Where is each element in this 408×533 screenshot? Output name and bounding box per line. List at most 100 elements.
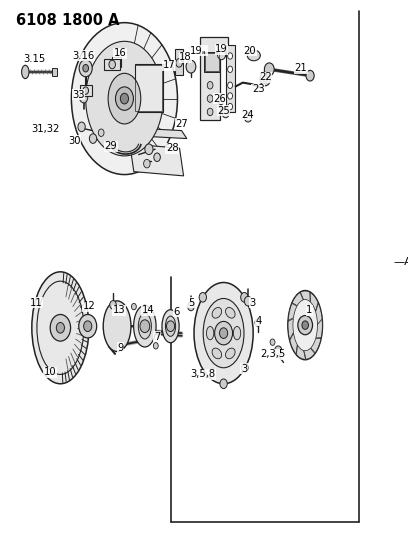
Circle shape [244,296,252,306]
Text: 6108 1800 A: 6108 1800 A [16,13,120,28]
Ellipse shape [226,308,235,318]
Ellipse shape [166,316,175,336]
Text: 26: 26 [213,94,226,103]
Bar [205,53,219,71]
Circle shape [263,76,268,82]
Text: 23: 23 [252,84,264,94]
Circle shape [255,319,261,326]
Polygon shape [304,348,315,359]
Circle shape [228,53,233,59]
Text: 19ₐ: 19ₐ [190,46,207,55]
Text: 12: 12 [82,302,95,311]
Text: 6: 6 [173,307,180,317]
Bar [204,52,220,72]
Bar [135,64,163,112]
Text: 1: 1 [306,305,313,315]
Ellipse shape [206,326,214,340]
Circle shape [78,122,85,132]
Polygon shape [316,319,322,338]
Circle shape [207,82,213,89]
Ellipse shape [22,65,29,79]
Circle shape [89,134,97,143]
Circle shape [115,87,133,110]
Circle shape [222,108,229,118]
Circle shape [298,316,313,335]
Circle shape [270,339,275,345]
Text: 3,5,8: 3,5,8 [191,369,216,379]
Text: 24: 24 [242,110,254,119]
Text: 9: 9 [117,343,124,352]
Circle shape [241,293,248,302]
Circle shape [228,103,233,110]
Text: 25: 25 [217,106,230,116]
Ellipse shape [32,272,89,384]
Text: 7: 7 [154,332,160,342]
Text: 11: 11 [29,298,42,308]
Polygon shape [130,144,184,176]
Circle shape [264,63,274,76]
Ellipse shape [138,313,151,339]
Text: 18: 18 [180,52,192,62]
Text: 2,3,5: 2,3,5 [260,350,285,359]
Circle shape [50,314,71,341]
Circle shape [228,93,233,99]
Circle shape [166,321,175,332]
Text: 17: 17 [163,60,176,70]
Polygon shape [288,319,293,340]
Text: 5: 5 [188,298,194,308]
Text: —A: —A [394,257,408,267]
Ellipse shape [86,42,163,156]
Ellipse shape [212,308,222,318]
Text: 27: 27 [175,119,188,128]
Ellipse shape [288,290,322,360]
Ellipse shape [226,348,235,359]
Text: 19: 19 [215,44,228,54]
Polygon shape [311,338,321,353]
Circle shape [144,159,150,168]
Ellipse shape [134,305,156,347]
Text: 10: 10 [44,367,56,377]
Polygon shape [297,345,306,359]
Ellipse shape [212,348,222,359]
Circle shape [199,293,206,302]
Text: 28: 28 [166,143,178,153]
Circle shape [154,153,160,161]
Circle shape [275,346,282,356]
Text: 3.16: 3.16 [73,51,95,61]
Circle shape [306,70,314,81]
Circle shape [220,379,227,389]
Bar [52,68,57,76]
Circle shape [79,314,97,338]
Ellipse shape [103,301,131,352]
Circle shape [79,60,92,77]
Circle shape [207,108,213,116]
Circle shape [110,301,116,309]
Circle shape [260,72,271,86]
Text: 3: 3 [241,364,247,374]
Polygon shape [200,37,228,120]
Circle shape [242,364,248,372]
Circle shape [207,95,213,102]
Circle shape [153,343,158,349]
Circle shape [186,60,196,73]
Polygon shape [310,293,318,311]
Text: 3: 3 [249,298,255,308]
Bar [104,59,120,70]
Text: 33: 33 [72,90,84,100]
Ellipse shape [108,74,141,124]
Text: 20: 20 [244,46,256,55]
Bar [135,65,162,111]
Text: 3.15: 3.15 [24,54,46,63]
Polygon shape [300,291,310,302]
Circle shape [120,93,129,104]
Circle shape [217,49,226,60]
Bar [226,45,235,112]
Circle shape [215,321,233,345]
Circle shape [84,321,92,332]
Text: 4: 4 [256,316,262,326]
Circle shape [83,87,89,94]
Circle shape [56,322,64,333]
Text: 30: 30 [68,136,80,146]
Circle shape [98,129,104,136]
Circle shape [228,82,233,88]
